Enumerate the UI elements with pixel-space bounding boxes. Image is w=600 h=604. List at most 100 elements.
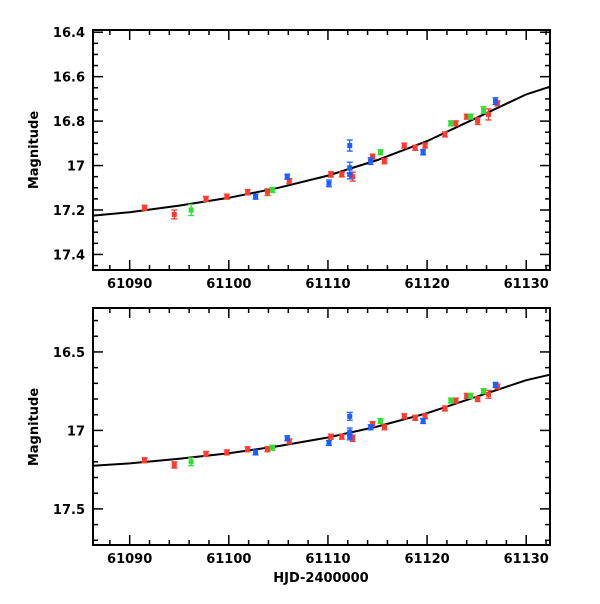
- marker: [464, 114, 470, 120]
- marker: [492, 98, 498, 104]
- marker: [171, 462, 177, 468]
- data-point-red: [452, 120, 459, 127]
- data-point-red: [401, 142, 408, 149]
- data-point-green: [269, 186, 276, 194]
- data-point-blue: [325, 439, 332, 447]
- data-point-red: [441, 131, 448, 138]
- marker: [350, 174, 356, 180]
- x-tick-label: 61110: [305, 552, 350, 567]
- data-point-red: [381, 157, 388, 165]
- y-tick-label: 17: [67, 160, 85, 175]
- data-point-red: [474, 395, 481, 403]
- y-tick-label: 17: [67, 424, 85, 439]
- y-tick-label: 16.6: [53, 71, 85, 86]
- marker: [381, 158, 387, 164]
- marker: [448, 398, 454, 404]
- marker: [203, 451, 209, 457]
- data-point-blue: [252, 193, 259, 200]
- marker: [264, 446, 270, 452]
- marker: [142, 457, 148, 463]
- data-point-red: [244, 188, 251, 196]
- marker: [326, 180, 332, 186]
- marker: [203, 196, 209, 202]
- marker: [269, 187, 275, 193]
- data-point-red: [264, 446, 271, 453]
- marker: [453, 120, 459, 126]
- data-point-blue: [346, 139, 353, 152]
- data-point-blue: [284, 173, 291, 180]
- data-point-blue: [252, 449, 259, 456]
- data-point-blue: [492, 381, 499, 389]
- marker: [420, 418, 426, 424]
- marker: [412, 415, 418, 421]
- x-tick-label: 61100: [206, 277, 251, 292]
- marker: [224, 194, 230, 200]
- marker: [481, 107, 487, 113]
- data-point-red: [327, 171, 334, 178]
- top-panel: 61090 61100 61110 61120 61130 16.4 16.6 16.8 17 1…: [53, 26, 551, 292]
- data-point-blue: [284, 435, 291, 442]
- data-point-red: [203, 195, 210, 203]
- data-point-blue: [367, 424, 374, 431]
- data-point-green: [467, 113, 474, 120]
- y-tick-label: 16.8: [53, 115, 85, 130]
- data-point-blue: [346, 169, 353, 180]
- y-tick-label: 17.4: [53, 248, 85, 263]
- data-point-blue: [325, 179, 332, 188]
- data-point-blue: [346, 411, 353, 421]
- data-point-red: [422, 142, 429, 149]
- marker: [464, 393, 470, 399]
- data-point-red: [412, 144, 419, 151]
- x-tick-label: 61100: [206, 552, 251, 567]
- marker: [422, 413, 428, 419]
- marker: [347, 143, 353, 149]
- marker: [448, 120, 454, 126]
- y-tick-label: 16.5: [53, 346, 85, 361]
- data-point-red: [338, 171, 345, 178]
- x-tick-label: 61130: [504, 552, 549, 567]
- marker: [171, 211, 177, 217]
- marker: [188, 207, 194, 213]
- data-point-green: [447, 397, 454, 404]
- data-point-red: [401, 413, 408, 420]
- marker: [339, 171, 345, 177]
- marker: [468, 114, 474, 120]
- data-point-red: [485, 389, 492, 399]
- marker: [347, 434, 353, 440]
- marker: [339, 434, 345, 440]
- y-tick-label: 17.5: [53, 503, 85, 518]
- marker: [368, 158, 374, 164]
- marker: [475, 396, 481, 402]
- model-curve: [92, 85, 551, 217]
- marker: [347, 171, 353, 177]
- x-tick-label: 61130: [504, 277, 549, 292]
- marker: [381, 424, 387, 430]
- marker: [442, 405, 448, 411]
- x-tick-label: 61120: [404, 277, 449, 292]
- data-point-red: [203, 450, 210, 458]
- data-point-blue: [492, 97, 499, 106]
- marker: [453, 398, 459, 404]
- x-tick-label: 61090: [107, 277, 152, 292]
- marker: [420, 149, 426, 155]
- marker: [188, 459, 194, 465]
- marker: [350, 435, 356, 441]
- marker: [412, 145, 418, 151]
- marker: [326, 440, 332, 446]
- marker: [486, 111, 492, 117]
- marker: [422, 143, 428, 149]
- data-point-green: [269, 444, 276, 451]
- data-point-green: [480, 106, 487, 114]
- marker: [284, 174, 290, 180]
- marker: [253, 449, 259, 455]
- marker: [347, 413, 353, 419]
- marker: [269, 445, 275, 451]
- data-point-blue: [367, 157, 374, 166]
- marker: [224, 449, 230, 455]
- y-tick-label: 16.4: [53, 26, 85, 41]
- data-point-green: [467, 392, 474, 400]
- marker: [328, 171, 334, 177]
- marker: [328, 434, 334, 440]
- data-point-red: [244, 446, 251, 453]
